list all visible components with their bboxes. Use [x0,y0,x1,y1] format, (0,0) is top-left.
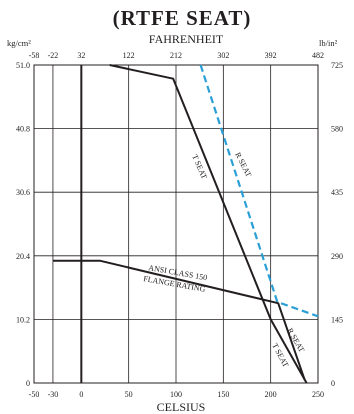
x-tick-label: 50 [125,390,133,399]
x-tick-label: 100 [170,390,182,399]
chart-title: (RTFE SEAT) [113,6,252,30]
x-tick-label: 200 [265,390,277,399]
y2-tick-label: 290 [331,252,343,261]
x2-tick-label: 392 [265,51,277,60]
x-tick-label: 250 [312,390,324,399]
x-tick-label: -30 [48,390,59,399]
x-axis-title: CELSIUS [157,400,206,414]
x2-axis-title: FAHRENHEIT [149,32,224,46]
r-seat-line [199,64,319,318]
x2-tick-label: 302 [217,51,229,60]
t-seat-line [109,64,308,384]
x2-tick-label: -58 [29,51,40,60]
y2-tick-label: 435 [331,188,343,197]
series-lines [52,64,319,384]
y2-tick-label: 725 [331,61,343,70]
y-tick-label: 51.0 [16,61,30,70]
annotation-t-seat-lower: T SEAT [270,342,290,369]
y-axis-unit: kg/cm² [7,38,31,48]
x-tick-label: 150 [217,390,229,399]
y2-tick-label: 145 [331,315,343,324]
tick-labels: -50 -30 0 50 100 150 200 250 -58 -22 32 122 212 302 39… [16,51,343,399]
x-tick-label: -50 [29,390,40,399]
y-tick-label: 0 [26,379,30,388]
y2-tick-label: 580 [331,125,343,134]
x2-tick-label: 212 [170,51,182,60]
y-tick-label: 40.8 [16,125,30,134]
x-tick-label: 0 [79,390,83,399]
x2-tick-label: 32 [77,51,85,60]
y-tick-label: 20.4 [16,252,30,261]
y-tick-label: 10.2 [16,315,30,324]
x2-tick-label: -22 [48,51,59,60]
x2-tick-label: 482 [312,51,324,60]
annotation-t-seat-upper: T SEAT [190,153,209,180]
x2-tick-label: 122 [123,51,135,60]
ansi-class-150-flange-rating-line [52,259,306,381]
grid [33,64,319,384]
y2-tick-label: 0 [331,379,335,388]
y-tick-label: 30.6 [16,188,30,197]
y2-axis-unit: lb/in² [319,38,338,48]
